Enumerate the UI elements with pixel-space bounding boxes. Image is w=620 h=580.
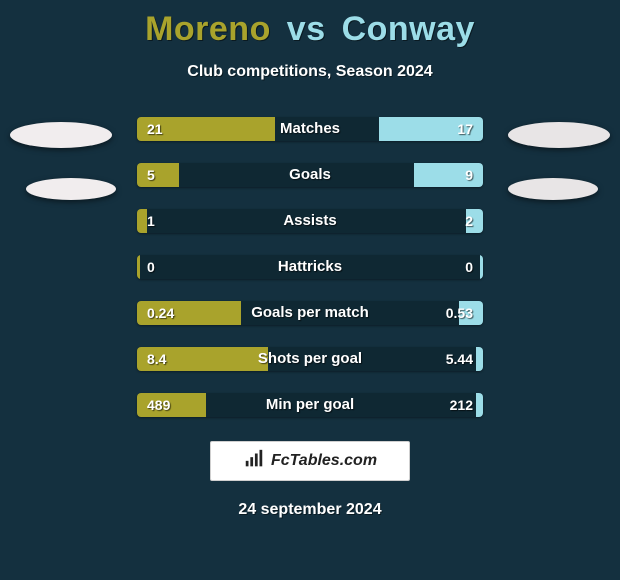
title-vs: vs xyxy=(287,10,326,48)
stat-bar-player1 xyxy=(137,209,147,233)
title-player2: Conway xyxy=(342,10,475,48)
stat-bar-player2 xyxy=(476,393,483,417)
brand-badge[interactable]: FcTables.com xyxy=(210,441,410,481)
stat-bar-player2 xyxy=(466,209,483,233)
stat-bar-player2 xyxy=(476,347,483,371)
player1-photo-placeholder xyxy=(10,122,112,148)
stat-bars-container: 2117Matches 59Goals 12Assists 0 0Hattricks 0.… xyxy=(137,117,483,417)
player1-photo-shadow xyxy=(26,178,116,200)
stat-row: 8.45.44Shots per goal xyxy=(137,347,483,371)
stat-value-player2: 212 xyxy=(450,393,473,417)
stat-row: 59Goals xyxy=(137,163,483,187)
stat-bar-player1 xyxy=(137,163,179,187)
stat-bar-player2 xyxy=(414,163,483,187)
stat-row: 489212Min per goal xyxy=(137,393,483,417)
stat-bar-player1 xyxy=(137,393,206,417)
stat-row: 2117Matches xyxy=(137,117,483,141)
stat-bar-player1 xyxy=(137,117,275,141)
stat-value-player2: 5.44 xyxy=(446,347,473,371)
stat-bar-player1 xyxy=(137,347,268,371)
stat-row: 0 0Hattricks xyxy=(137,255,483,279)
stat-bar-player2 xyxy=(379,117,483,141)
brand-text: FcTables.com xyxy=(271,452,377,470)
subtitle: Club competitions, Season 2024 xyxy=(0,63,620,81)
comparison-card: Moreno vs Conway Club competitions, Seas… xyxy=(0,0,620,580)
chart-icon xyxy=(243,448,265,475)
stat-row: 0.240.53Goals per match xyxy=(137,301,483,325)
footer-date: 24 september 2024 xyxy=(0,501,620,519)
stat-value-player1: 0 xyxy=(147,255,155,279)
stat-label: Assists xyxy=(137,209,483,233)
stat-bar-player1 xyxy=(137,255,140,279)
title-row: Moreno vs Conway xyxy=(0,0,620,49)
stat-bar-player2 xyxy=(480,255,483,279)
player2-photo-shadow xyxy=(508,178,598,200)
stat-bar-player1 xyxy=(137,301,241,325)
player2-photo-placeholder xyxy=(508,122,610,148)
stat-label: Hattricks xyxy=(137,255,483,279)
stat-bar-player2 xyxy=(459,301,483,325)
stat-value-player2: 0 xyxy=(465,255,473,279)
title-player1: Moreno xyxy=(145,10,271,48)
stat-row: 12Assists xyxy=(137,209,483,233)
stat-value-player1: 1 xyxy=(147,209,155,233)
